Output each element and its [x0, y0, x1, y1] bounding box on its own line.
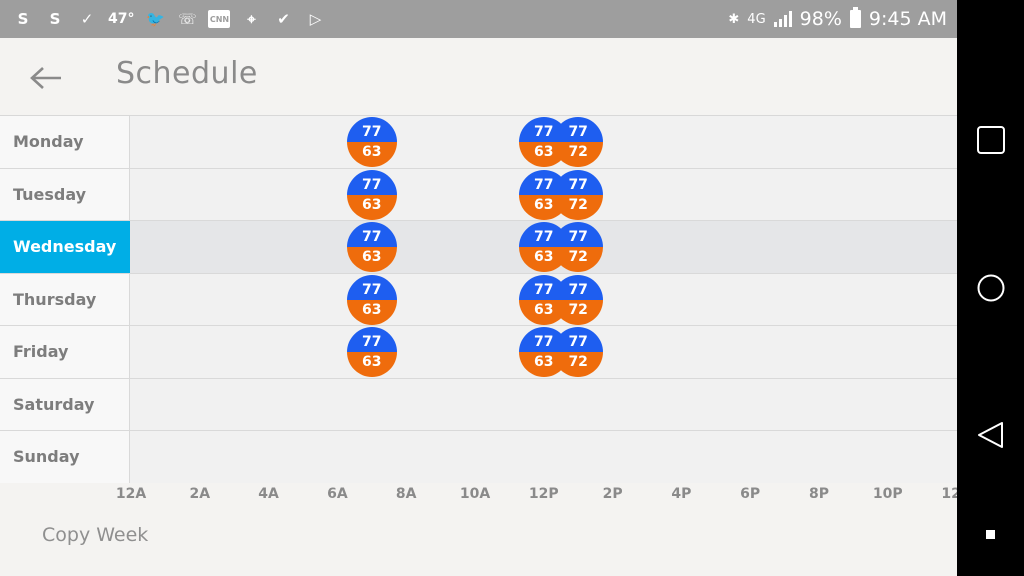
setpoint-marker[interactable]: 77 72	[553, 169, 604, 220]
setpoint-marker[interactable]: 77 63	[346, 327, 397, 378]
heat-setpoint-value: 72	[553, 299, 604, 325]
day-label-friday[interactable]: Friday	[0, 326, 130, 378]
battery-icon	[849, 7, 861, 28]
heat-setpoint-value: 63	[346, 194, 397, 220]
bluetooth-icon: ✱	[728, 11, 740, 27]
day-row-tuesday: Tuesday 77 63 77 63 77 72	[0, 168, 957, 221]
setpoint-marker[interactable]: 77 63	[346, 117, 397, 168]
sprint-s-icon: S	[49, 10, 61, 28]
arrow-left-icon	[30, 67, 61, 89]
cnn-icon: CNN	[208, 10, 231, 28]
heat-setpoint-value: 72	[553, 194, 604, 220]
sprint-s-icon: S	[17, 10, 29, 28]
cool-setpoint-value: 77	[553, 274, 604, 300]
cool-setpoint-value: 77	[553, 327, 604, 353]
time-tick-label: 8P	[808, 486, 830, 502]
schedule-grid: Monday 77 63 77 63 77 72 Tuesday 77 63 77 63 77 72 Wed…	[0, 116, 957, 484]
cool-setpoint-value: 77	[346, 327, 397, 353]
cool-setpoint-value: 77	[346, 169, 397, 195]
recents-square-icon	[976, 126, 1005, 154]
heat-setpoint-value: 63	[346, 142, 397, 168]
heat-setpoint-value: 72	[553, 142, 604, 168]
time-tick-label: 12P	[528, 486, 559, 502]
network-type-label: 4G	[747, 11, 766, 27]
day-row-saturday: Saturday	[0, 378, 957, 431]
cool-setpoint-value: 77	[553, 222, 604, 248]
day-label-thursday[interactable]: Thursday	[0, 273, 130, 325]
day-label-monday[interactable]: Monday	[0, 116, 130, 168]
play-store-icon: ▷	[309, 10, 322, 28]
status-bar-right: ✱ 4G 98% 9:45 AM	[728, 0, 947, 38]
setpoint-marker[interactable]: 77 72	[553, 117, 604, 168]
setpoint-marker[interactable]: 77 63	[346, 169, 397, 220]
navigation-bar	[957, 0, 1024, 576]
clock: 9:45 AM	[868, 8, 947, 30]
setpoint-marker[interactable]: 77 63	[346, 274, 397, 325]
time-tick-label: 4P	[671, 486, 692, 502]
time-tick-label: 12A	[941, 486, 957, 502]
wifi-calling-icon: ☏	[178, 10, 197, 28]
twitter-icon: 🐦	[146, 10, 165, 28]
time-axis: 12A 2A 4A 6A 8A 10A 12P 2P 4P 6P 8P 10P 12A	[0, 483, 957, 505]
setpoint-marker[interactable]: 77 72	[553, 222, 604, 273]
home-circle-icon	[977, 274, 1004, 302]
page-title: Schedule	[116, 56, 258, 91]
recents-button[interactable]	[957, 110, 1024, 170]
day-row-thursday: Thursday 77 63 77 63 77 72	[0, 273, 957, 326]
battery-percent: 98%	[799, 8, 842, 30]
heat-setpoint-value: 63	[346, 299, 397, 325]
signal-strength-icon	[773, 11, 792, 27]
time-tick-label: 2P	[602, 486, 623, 502]
day-label-sunday[interactable]: Sunday	[0, 431, 130, 483]
back-triangle-icon	[977, 422, 1003, 448]
cool-setpoint-value: 77	[346, 274, 397, 300]
day-label-tuesday[interactable]: Tuesday	[0, 168, 130, 220]
time-tick-label: 12A	[115, 486, 147, 502]
menu-button[interactable]	[957, 505, 1024, 565]
small-square-icon	[985, 530, 995, 539]
cool-setpoint-value: 77	[553, 117, 604, 143]
time-tick-label: 8A	[395, 486, 417, 502]
app-bar: Schedule	[0, 38, 957, 116]
time-tick-label: 6A	[327, 486, 348, 502]
cool-setpoint-value: 77	[553, 169, 604, 195]
status-bar: S S ✓ 47° 🐦 ☏ CNN ⌖ ✔ ▷ ✱ 4G 98% 9:45 AM	[0, 0, 957, 38]
heat-setpoint-value: 72	[553, 352, 604, 378]
maps-icon: ⌖	[247, 10, 256, 28]
heat-setpoint-value: 72	[553, 247, 604, 273]
time-tick-label: 10P	[872, 486, 903, 502]
time-tick-label: 6P	[740, 486, 761, 502]
back-button[interactable]	[26, 60, 66, 96]
task-icon: ✔	[277, 10, 290, 28]
setpoint-marker[interactable]: 77 72	[553, 274, 604, 325]
system-back-button[interactable]	[957, 405, 1024, 465]
cool-setpoint-value: 77	[346, 117, 397, 143]
day-label-saturday[interactable]: Saturday	[0, 378, 130, 430]
time-tick-label: 4A	[258, 486, 279, 502]
copy-week-button[interactable]: Copy Week	[42, 524, 149, 546]
cool-setpoint-value: 77	[346, 222, 397, 248]
day-label-wednesday[interactable]: Wednesday	[0, 221, 130, 273]
footer: Copy Week	[0, 505, 957, 576]
day-row-monday: Monday 77 63 77 63 77 72	[0, 116, 957, 169]
day-row-wednesday: Wednesday 77 63 77 63 77 72	[0, 221, 957, 274]
day-row-friday: Friday 77 63 77 63 77 72	[0, 326, 957, 379]
check-icon: ✓	[80, 10, 94, 28]
heat-setpoint-value: 63	[346, 247, 397, 273]
setpoint-marker[interactable]: 77 63	[346, 222, 397, 273]
setpoint-marker[interactable]: 77 72	[553, 327, 604, 378]
heat-setpoint-value: 63	[346, 352, 397, 378]
home-button[interactable]	[957, 258, 1024, 318]
time-tick-label: 10A	[459, 486, 491, 502]
status-bar-left: S S ✓ 47° 🐦 ☏ CNN ⌖ ✔ ▷	[12, 0, 326, 38]
day-row-sunday: Sunday	[0, 431, 957, 484]
time-tick-label: 2A	[189, 486, 211, 502]
weather-temperature: 47°	[108, 11, 135, 27]
